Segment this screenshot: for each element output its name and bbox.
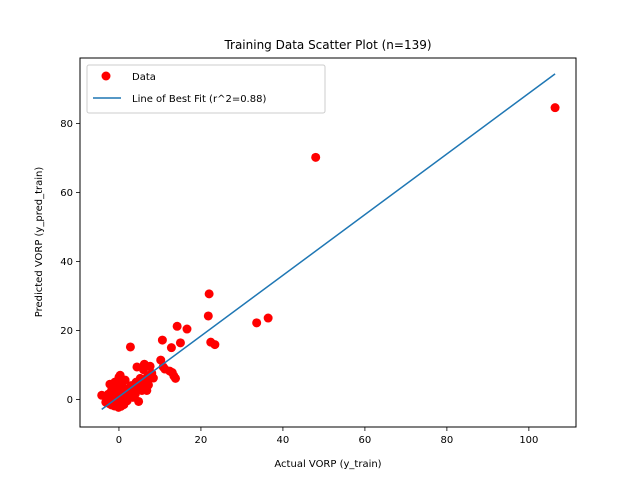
data-point [172, 321, 182, 331]
data-point [204, 289, 214, 299]
data-point [252, 318, 262, 328]
x-tick-label: 40 [277, 435, 290, 446]
data-point [156, 355, 166, 365]
y-tick-label: 20 [60, 326, 73, 337]
y-tick-label: 0 [67, 395, 73, 406]
best-fit-line [101, 73, 556, 411]
y-tick-label: 60 [60, 188, 73, 199]
x-tick-label: 80 [441, 435, 454, 446]
y-tick-label: 80 [60, 119, 73, 130]
data-point [157, 335, 167, 345]
legend-frame [86, 64, 326, 114]
y-axis-label: Predicted VORP (y_pred_train) [34, 167, 45, 318]
legend-label-fit-line: Line of Best Fit (r^2=0.88) [132, 94, 266, 105]
plot-frame [79, 57, 577, 428]
legend-label-data: Data [132, 72, 156, 83]
legend-marker-data [101, 71, 111, 81]
x-axis-label: Actual VORP (y_train) [274, 459, 381, 470]
data-point [311, 152, 321, 162]
data-point [145, 361, 155, 371]
legend: Data Line of Best Fit (r^2=0.88) [86, 64, 326, 114]
data-point [263, 313, 273, 323]
x-tick-label: 20 [195, 435, 208, 446]
data-point [171, 373, 181, 383]
x-tick-label: 60 [359, 435, 372, 446]
plot-marks [97, 73, 560, 412]
data-point [143, 380, 153, 390]
x-axis-ticks: 0 20 40 60 80 100 [116, 427, 538, 446]
y-axis-ticks: 0 20 40 60 80 [60, 119, 80, 406]
data-point [166, 343, 176, 353]
data-point [182, 324, 192, 334]
x-tick-label: 100 [519, 435, 538, 446]
chart-title: Training Data Scatter Plot (n=139) [223, 38, 431, 52]
data-point [175, 338, 185, 348]
data-point [134, 396, 144, 406]
data-point [210, 340, 220, 350]
data-point [550, 103, 560, 113]
data-point [125, 342, 135, 352]
data-point [148, 373, 158, 383]
data-point [203, 311, 213, 321]
x-tick-label: 0 [116, 435, 122, 446]
y-tick-label: 40 [60, 257, 73, 268]
data-point [120, 375, 130, 385]
